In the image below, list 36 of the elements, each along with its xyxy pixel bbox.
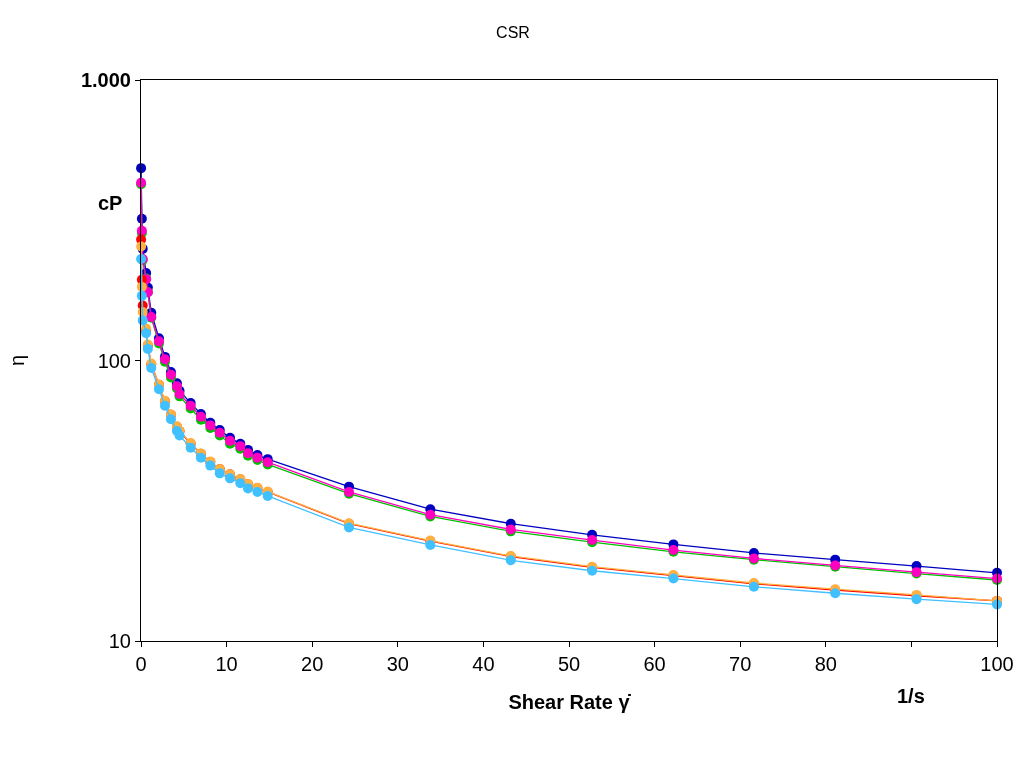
text: 1/s — [897, 685, 925, 707]
point — [195, 452, 206, 463]
point — [344, 522, 355, 533]
text: cP — [98, 192, 123, 214]
point — [174, 430, 185, 441]
chart-title: CSR — [496, 24, 530, 42]
point — [243, 483, 253, 494]
point — [185, 442, 196, 453]
x-tick-label: 100 — [980, 653, 1014, 675]
point — [153, 384, 164, 395]
point — [214, 468, 225, 479]
x-axis-title: Shear Rate γ̇ — [508, 690, 632, 713]
point — [159, 400, 170, 411]
x-tick-label: 60 — [643, 653, 666, 675]
point — [136, 290, 147, 301]
point — [262, 490, 273, 501]
point — [205, 460, 216, 471]
x-tick-label: 80 — [814, 653, 837, 675]
y-axis-title: η — [6, 354, 29, 367]
x-tick-label: 10 — [215, 653, 238, 675]
point — [146, 363, 157, 374]
y-tick-label: 100 — [97, 349, 131, 372]
x-tick-label: 0 — [135, 653, 147, 675]
y-tick-label: 10 — [108, 630, 131, 652]
x-tick-label: 40 — [472, 653, 495, 675]
point — [165, 414, 176, 425]
x-tick-label: 50 — [557, 653, 581, 675]
y-tick-label: 1.000 — [80, 69, 131, 91]
x-tick-label: 70 — [729, 653, 752, 675]
point — [830, 588, 841, 599]
x-tick-label: 30 — [386, 653, 409, 675]
x-tick-label: 20 — [301, 653, 324, 675]
point — [235, 478, 246, 489]
point — [225, 473, 236, 484]
point — [911, 594, 922, 605]
point — [505, 555, 516, 566]
